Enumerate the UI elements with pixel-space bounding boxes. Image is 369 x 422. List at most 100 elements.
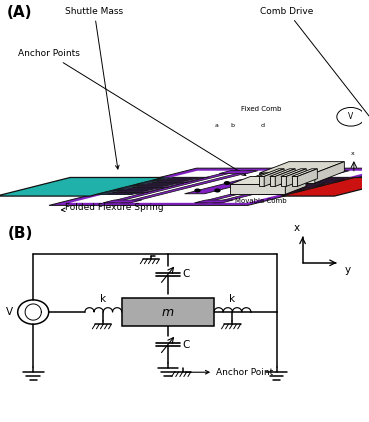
Text: Folded Flexure Spring: Folded Flexure Spring	[62, 203, 164, 212]
Polygon shape	[291, 182, 330, 183]
Polygon shape	[117, 191, 154, 192]
Polygon shape	[272, 173, 292, 179]
Polygon shape	[259, 169, 284, 176]
Circle shape	[18, 300, 49, 324]
Polygon shape	[305, 180, 344, 181]
Polygon shape	[137, 186, 174, 187]
Text: Shuttle Mass: Shuttle Mass	[65, 7, 123, 169]
Polygon shape	[103, 200, 142, 203]
Polygon shape	[271, 187, 310, 188]
Polygon shape	[121, 171, 256, 203]
Polygon shape	[230, 184, 285, 194]
Polygon shape	[212, 171, 348, 203]
Polygon shape	[285, 185, 324, 186]
Text: C: C	[182, 269, 189, 279]
Polygon shape	[295, 183, 334, 184]
Polygon shape	[49, 168, 369, 206]
Polygon shape	[290, 184, 329, 185]
Polygon shape	[300, 181, 339, 182]
Polygon shape	[0, 178, 163, 196]
Polygon shape	[246, 193, 285, 194]
Circle shape	[337, 108, 365, 126]
Polygon shape	[259, 176, 264, 187]
Text: k: k	[230, 294, 235, 304]
Polygon shape	[270, 169, 295, 176]
Text: Comb Drive: Comb Drive	[261, 7, 369, 168]
Text: b: b	[230, 123, 234, 128]
Polygon shape	[155, 179, 193, 180]
Polygon shape	[272, 179, 277, 189]
Polygon shape	[261, 189, 300, 190]
Polygon shape	[152, 182, 189, 183]
Polygon shape	[135, 184, 173, 185]
Text: (B): (B)	[7, 225, 33, 241]
Polygon shape	[259, 173, 315, 183]
Polygon shape	[259, 162, 344, 173]
Polygon shape	[255, 173, 270, 189]
Polygon shape	[281, 169, 306, 176]
Text: x: x	[351, 151, 355, 156]
Polygon shape	[194, 200, 233, 203]
Polygon shape	[184, 180, 260, 194]
Text: V: V	[6, 307, 13, 317]
Polygon shape	[266, 188, 305, 189]
Polygon shape	[150, 180, 189, 181]
Polygon shape	[283, 179, 289, 189]
Polygon shape	[292, 169, 317, 176]
Text: d: d	[261, 123, 265, 128]
Text: (A): (A)	[7, 5, 33, 19]
Circle shape	[224, 181, 230, 185]
Polygon shape	[110, 190, 149, 191]
Polygon shape	[315, 162, 344, 183]
Text: C: C	[182, 340, 189, 349]
Polygon shape	[132, 187, 169, 188]
Polygon shape	[277, 173, 292, 189]
Polygon shape	[270, 176, 275, 187]
Polygon shape	[311, 177, 350, 178]
Polygon shape	[145, 181, 183, 182]
Circle shape	[194, 189, 201, 192]
Polygon shape	[276, 186, 315, 187]
Polygon shape	[283, 173, 303, 179]
Polygon shape	[160, 178, 199, 179]
Polygon shape	[297, 169, 317, 187]
Polygon shape	[230, 176, 306, 184]
Polygon shape	[112, 192, 149, 193]
Polygon shape	[105, 171, 240, 203]
Text: m: m	[162, 306, 174, 319]
Polygon shape	[219, 171, 258, 173]
Polygon shape	[96, 194, 134, 195]
Polygon shape	[256, 191, 295, 192]
Polygon shape	[251, 194, 289, 195]
Polygon shape	[122, 189, 159, 190]
Text: y: y	[345, 265, 351, 275]
Polygon shape	[286, 169, 306, 187]
Text: x: x	[294, 223, 300, 233]
Polygon shape	[251, 192, 290, 193]
Polygon shape	[292, 176, 297, 187]
Polygon shape	[140, 183, 179, 184]
Polygon shape	[107, 193, 144, 194]
Text: a: a	[214, 123, 218, 128]
Circle shape	[214, 189, 221, 192]
FancyBboxPatch shape	[122, 298, 214, 326]
Polygon shape	[250, 173, 270, 179]
Polygon shape	[281, 176, 286, 187]
Polygon shape	[289, 173, 303, 189]
Polygon shape	[275, 169, 295, 187]
Polygon shape	[127, 188, 164, 189]
Circle shape	[244, 181, 250, 185]
Text: Movable Comb: Movable Comb	[235, 197, 287, 204]
Polygon shape	[285, 176, 306, 194]
Polygon shape	[281, 178, 369, 196]
Polygon shape	[264, 169, 284, 187]
Polygon shape	[261, 179, 266, 189]
Text: k: k	[100, 294, 106, 304]
Polygon shape	[315, 178, 354, 179]
Polygon shape	[265, 190, 304, 191]
Polygon shape	[250, 179, 255, 189]
Polygon shape	[130, 185, 169, 186]
Polygon shape	[70, 171, 369, 203]
Text: Anchor Point: Anchor Point	[186, 368, 273, 377]
Polygon shape	[311, 171, 349, 173]
